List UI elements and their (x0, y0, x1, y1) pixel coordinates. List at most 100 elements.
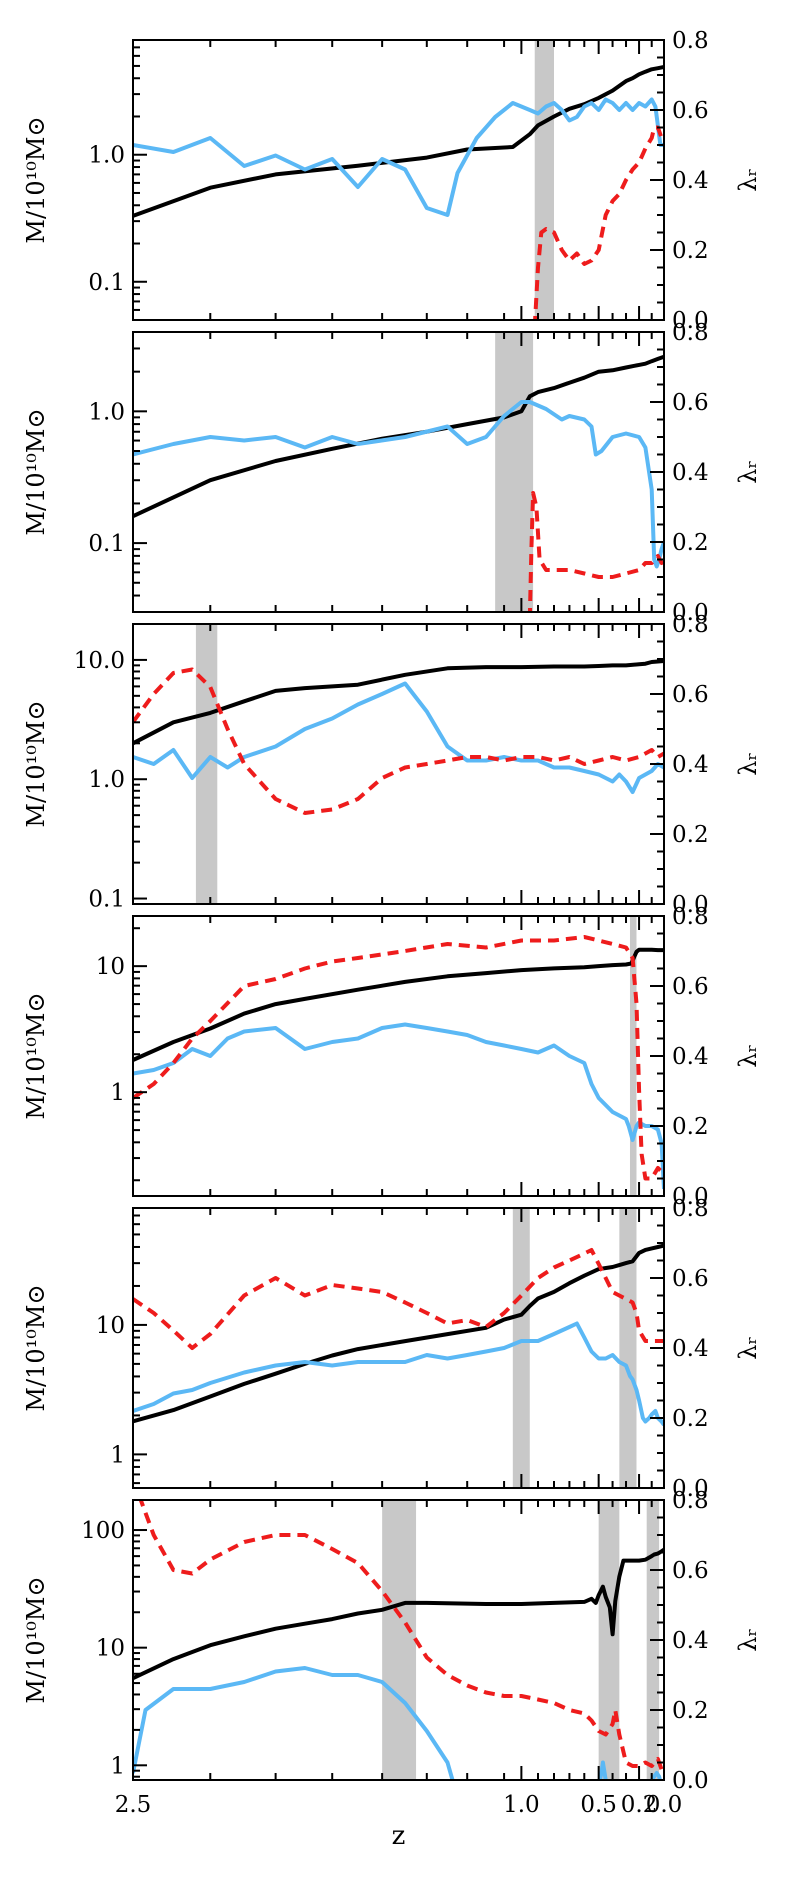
y-tick-label: 0.1 (88, 887, 125, 913)
lambda-line (597, 1760, 608, 1780)
plot-frame (132, 331, 665, 613)
y-tick-label: 1.0 (88, 767, 125, 793)
y-tick-label: 100 (81, 1518, 125, 1544)
lambda-line (649, 1771, 662, 1780)
right-tick-label: 0.6 (672, 98, 709, 124)
right-tick-label: 0.8 (672, 1488, 709, 1514)
ratio-dashed-line (133, 1248, 664, 1350)
mass-line (133, 1243, 664, 1424)
panel-5: 10 1 0.0 0.2 0.4 0.6 0.8 M/10¹⁰M⊙ λᵣ (22, 1196, 762, 1502)
left-axis-label: M/10¹⁰M⊙ (22, 116, 50, 243)
y-tick-label: 1 (110, 1080, 125, 1106)
right-tick-label: 0.2 (672, 1698, 709, 1724)
right-tick-label: 0.2 (672, 530, 709, 556)
right-tick-label: 0.4 (672, 1628, 709, 1654)
ratio-dashed-line (533, 125, 664, 320)
right-tick-label: 0.0 (672, 1184, 709, 1210)
series-group (133, 935, 664, 1190)
lambda-line (133, 1022, 664, 1190)
series-group (133, 1243, 664, 1427)
y-tick-label: 10.0 (74, 648, 125, 674)
right-tick-label: 0.4 (672, 460, 709, 486)
right-tick-label: 0.2 (672, 1406, 709, 1432)
right-tick-label: 0.4 (672, 752, 709, 778)
y-tick-label: 1.0 (88, 143, 125, 169)
right-tick-label: 0.4 (672, 168, 709, 194)
right-tick-label: 0.0 (672, 892, 709, 918)
x-tick-label: 1.0 (503, 1792, 540, 1818)
ratio-dashed-line (133, 667, 664, 815)
lambda-line (133, 1321, 664, 1427)
y-tick-label: 0.1 (88, 270, 125, 296)
y-tick-label: 0.1 (88, 531, 125, 557)
right-tick-label: 0.8 (672, 612, 709, 638)
right-tick-label: 0.8 (672, 28, 709, 54)
y-tick-label: 1 (110, 1753, 125, 1779)
ratio-dashed-line (138, 1500, 664, 1772)
right-tick-label: 0.6 (672, 974, 709, 1000)
panel-1: 1.0 0.1 0.0 0.2 0.4 0.6 0.8 M/10¹⁰M⊙ λᵣ (22, 28, 762, 334)
panel-6: 100 10 1 0.0 0.2 0.4 0.6 0.8 M/10¹⁰M⊙ λᵣ (22, 1488, 762, 1794)
right-tick-label: 0.6 (672, 682, 709, 708)
right-axis-label: λᵣ (734, 752, 762, 776)
right-tick-label: 0.2 (672, 1114, 709, 1140)
y-tick-label: 10 (96, 1636, 125, 1662)
right-tick-label: 0.0 (672, 1476, 709, 1502)
lambda-line (133, 1666, 455, 1780)
x-tick-label: 0.2 (621, 1792, 658, 1818)
panel-3: 10.0 1.0 0.1 0.0 0.2 0.4 0.6 0.8 M/10¹⁰M⊙ λᵣ (22, 612, 762, 918)
x-tick-label: 0.0 (646, 1792, 683, 1818)
mass-line (133, 1548, 664, 1681)
y-tick-label: 10 (96, 1313, 125, 1339)
panel-4: 10 1 0.0 0.2 0.4 0.6 0.8 M/10¹⁰M⊙ λᵣ (22, 904, 762, 1210)
right-tick-label: 0.4 (672, 1336, 709, 1362)
right-tick-label: 0.0 (672, 308, 709, 334)
x-axis-label: z (392, 1821, 406, 1851)
event-band (495, 332, 534, 612)
lambda-line (133, 400, 664, 569)
y-tick-label: 1 (110, 1442, 125, 1468)
series-group (133, 659, 664, 815)
left-axis-label: M/10¹⁰M⊙ (22, 700, 50, 827)
event-band (512, 1208, 530, 1488)
right-tick-label: 0.0 (672, 1768, 709, 1794)
plot-frame (132, 1207, 665, 1489)
event-band (619, 1208, 637, 1488)
event-band (534, 40, 555, 320)
lambda-line (133, 681, 664, 794)
ratio-dashed-line (527, 491, 664, 612)
mass-line (133, 947, 664, 1062)
right-tick-label: 0.2 (672, 822, 709, 848)
event-band (382, 1500, 417, 1780)
right-axis-label: λᵣ (734, 168, 762, 192)
right-tick-label: 0.6 (672, 1558, 709, 1584)
event-band (629, 916, 637, 1196)
right-tick-label: 0.8 (672, 904, 709, 930)
y-tick-label: 1.0 (88, 399, 125, 425)
mass-line (133, 659, 664, 746)
right-tick-label: 0.4 (672, 1044, 709, 1070)
right-axis-label: λᵣ (734, 1336, 762, 1360)
series-group (133, 1500, 664, 1780)
plot-frame (132, 39, 665, 321)
left-axis-label: M/10¹⁰M⊙ (22, 992, 50, 1119)
right-tick-label: 0.6 (672, 1266, 709, 1292)
right-tick-label: 0.6 (672, 390, 709, 416)
y-tick-label: 10 (96, 954, 125, 980)
series-group (133, 65, 664, 320)
x-tick-label: 0.5 (580, 1792, 617, 1818)
series-group (133, 354, 664, 612)
lambda-line (133, 97, 664, 217)
left-axis-label: M/10¹⁰M⊙ (22, 1284, 50, 1411)
right-tick-label: 0.8 (672, 320, 709, 346)
ratio-dashed-line (133, 935, 664, 1181)
left-axis-label: M/10¹⁰M⊙ (22, 1576, 50, 1703)
event-band (598, 1500, 620, 1780)
panel-2: 1.0 0.1 0.0 0.2 0.4 0.6 0.8 M/10¹⁰M⊙ λᵣ (22, 320, 762, 626)
x-tick-label: 2.5 (115, 1792, 152, 1818)
right-axis-label: λᵣ (734, 460, 762, 484)
right-axis-label: λᵣ (734, 1628, 762, 1652)
right-tick-label: 0.0 (672, 600, 709, 626)
right-axis-label: λᵣ (734, 1044, 762, 1068)
